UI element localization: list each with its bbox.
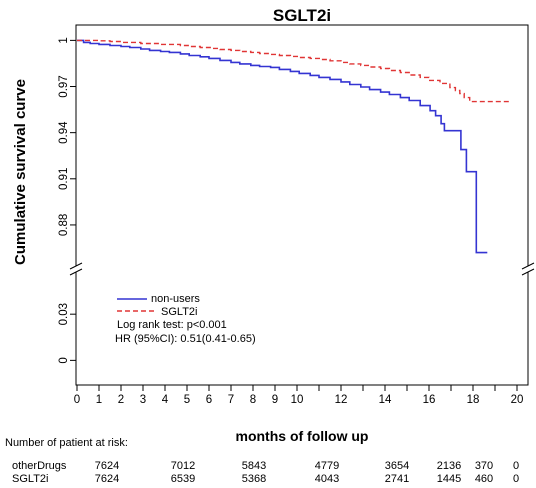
chart-title: SGLT2i — [273, 6, 331, 25]
risk-value: 7012 — [171, 460, 195, 472]
risk-value: 1445 — [437, 473, 461, 485]
axis-break-left-slash-1 — [69, 262, 83, 270]
risk-value: 460 — [475, 473, 493, 485]
y-tick-label: 0.94 — [58, 121, 70, 144]
y-tick-label: 0.91 — [58, 168, 70, 190]
axis-break-right — [521, 262, 535, 276]
legend-label-non-users: non-users — [151, 293, 200, 305]
x-tick-label: 18 — [467, 394, 480, 406]
y-tick-label: 0.97 — [58, 75, 70, 97]
risk-value: 2741 — [385, 473, 409, 485]
x-tick-label: 8 — [250, 394, 256, 406]
plot-frame — [75, 24, 529, 386]
axis-break-right-slash-1 — [521, 262, 535, 270]
x-tick-label: 0 — [74, 394, 80, 406]
plot-marks: 0 1 2 3 4 5 6 7 8 9 10 12 14 16 18 2010.970.940.910.880… — [58, 37, 523, 406]
log-rank-test-text: Log rank test: p<0.001 — [117, 319, 227, 331]
risk-row-label-sglt2i: SGLT2i — [12, 473, 48, 485]
x-tick-label: 3 — [140, 394, 146, 406]
risk-value: 4043 — [315, 473, 339, 485]
risk-value: 7624 — [95, 473, 119, 485]
axis-break-right-slash-2 — [521, 268, 535, 276]
axis-break-left — [69, 262, 83, 276]
x-tick-label: 7 — [228, 394, 234, 406]
risk-table-values: 7624 7012 5843 4779 3654 2136 370 0 7624 6539 5368… — [95, 460, 519, 485]
risk-value: 3654 — [385, 460, 409, 472]
risk-value: 2136 — [437, 460, 461, 472]
x-tick-label: 14 — [379, 394, 392, 406]
risk-value: 7624 — [95, 460, 119, 472]
risk-value: 0 — [513, 460, 519, 472]
risk-value: 0 — [513, 473, 519, 485]
x-tick-label: 9 — [272, 394, 278, 406]
x-tick-label: 12 — [335, 394, 348, 406]
hazard-ratio-text: HR (95%CI): 0.51(0.41-0.65) — [115, 333, 256, 345]
legend-label-sglt2i: SGLT2i — [161, 306, 197, 318]
x-tick-label: 10 — [291, 394, 304, 406]
y-tick-label: 1 — [58, 37, 70, 43]
risk-value: 370 — [475, 460, 493, 472]
axis-break-left-gap — [70, 263, 82, 275]
x-tick-label: 5 — [184, 394, 190, 406]
risk-table: Number of patient at risk: otherDrugs SG… — [5, 437, 519, 485]
y-tick-label: 0 — [58, 357, 70, 363]
y-tick-label: 0.88 — [58, 214, 70, 236]
risk-value: 5843 — [242, 460, 266, 472]
x-tick-label: 16 — [423, 394, 436, 406]
x-tick-label: 20 — [511, 394, 524, 406]
x-tick-label: 6 — [206, 394, 212, 406]
risk-row-label-otherdrugs: otherDrugs — [12, 460, 67, 472]
legend: non-users SGLT2i Log rank test: p<0.001 … — [115, 293, 256, 345]
axis-break-right-gap — [522, 263, 534, 275]
risk-value: 4779 — [315, 460, 339, 472]
x-tick-label: 4 — [162, 394, 169, 406]
x-tick-label: 2 — [118, 394, 124, 406]
y-axis-label: Cumulative survival curve — [12, 79, 29, 265]
series-line-sglt2i — [77, 39, 512, 103]
axis-break-left-slash-2 — [69, 268, 83, 276]
risk-value: 6539 — [171, 473, 195, 485]
x-tick-label: 1 — [96, 394, 102, 406]
series-line-non-users — [77, 39, 488, 254]
y-tick-label: 0.03 — [58, 303, 70, 325]
risk-value: 5368 — [242, 473, 266, 485]
x-axis-label: months of follow up — [236, 428, 369, 444]
risk-table-title: Number of patient at risk: — [5, 437, 128, 449]
